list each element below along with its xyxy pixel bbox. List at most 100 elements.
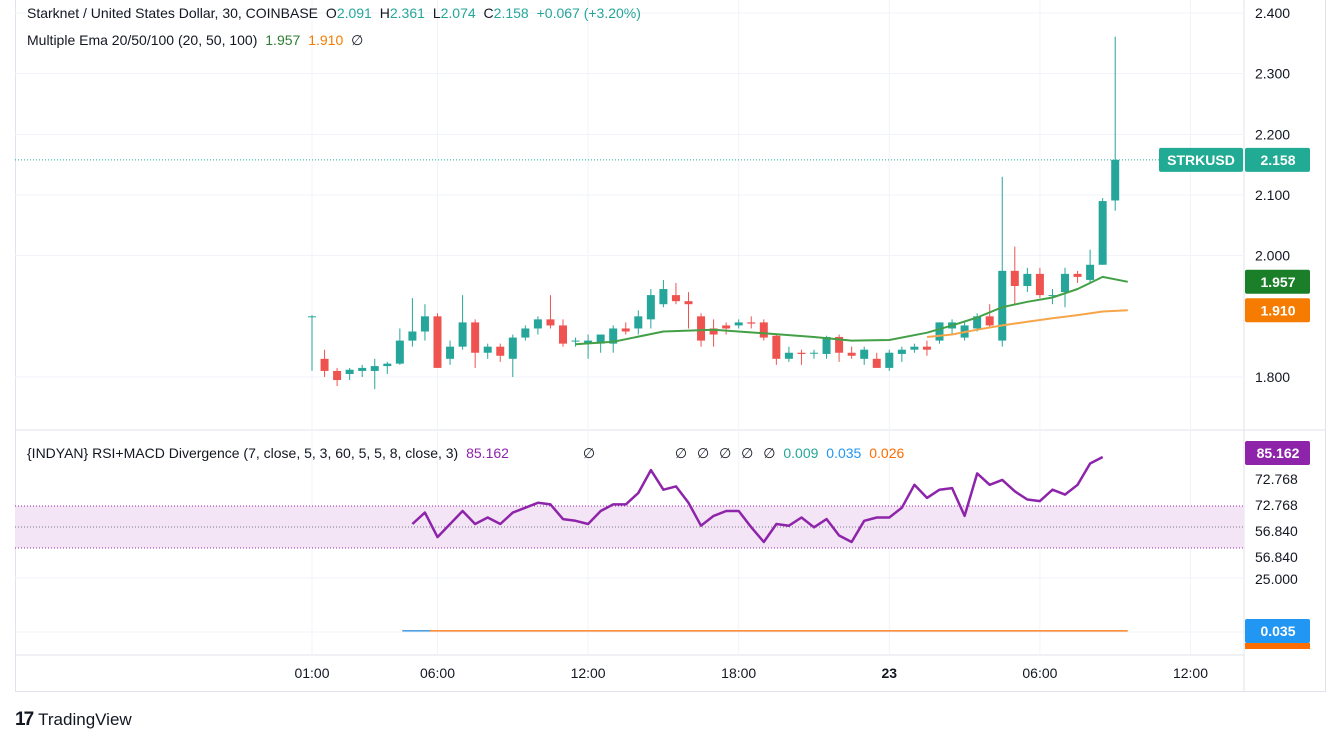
candle-body [847, 352, 856, 356]
candle-body [985, 316, 994, 326]
candle-body [408, 331, 417, 341]
low-value: 2.074 [440, 5, 476, 21]
rsi-tag-bg [1245, 441, 1310, 465]
candle-body [1111, 159, 1120, 201]
candle-body [496, 346, 505, 356]
ema-tag-value: 1.957 [1260, 274, 1295, 290]
candle-body [772, 335, 781, 359]
time-tick-label: 12:00 [1173, 665, 1208, 681]
symbol-legend[interactable]: Starknet / United States Dollar, 30, COI… [27, 5, 645, 21]
candle-body [872, 358, 881, 368]
tradingview-logo[interactable]: 17 TradingView [15, 709, 132, 731]
candle-body [320, 358, 329, 371]
candle-body [810, 352, 818, 354]
rsi-value: 85.162 [466, 445, 509, 461]
candle-body [471, 322, 480, 353]
candle-body [521, 328, 530, 338]
osc-tick-label: 56.840 [1255, 523, 1298, 539]
tradingview-brand: TradingView [38, 710, 132, 729]
price-tick-label: 2.300 [1255, 66, 1290, 82]
ema20-value: 1.957 [265, 32, 301, 48]
candle-body [546, 319, 555, 326]
symbol-tag-bg [1159, 147, 1243, 172]
candle-body [835, 336, 844, 353]
ema-legend[interactable]: Multiple Ema 20/50/100 (20, 50, 100) 1.9… [27, 32, 367, 49]
osc-tick-label: 25.000 [1255, 571, 1298, 587]
time-tick-label: 06:00 [420, 665, 455, 681]
time-tick-label: 12:00 [571, 665, 606, 681]
candle-body [308, 316, 316, 318]
candle-body [1098, 201, 1107, 265]
ema-title: Multiple Ema 20/50/100 (20, 50, 100) [27, 32, 258, 48]
macd-value-1: 0.009 [783, 445, 819, 461]
candle-body [458, 322, 467, 347]
candle-body [722, 325, 731, 329]
candle-body [659, 289, 668, 305]
macd-value-3: 0.026 [869, 445, 905, 461]
candle-body [935, 322, 944, 341]
macd-signal-tag-bg [1245, 643, 1310, 649]
candle-body [383, 363, 392, 367]
rsi-null-values: ∅ [582, 445, 596, 461]
rsi-legend[interactable]: {INDYAN} RSI+MACD Divergence (7, close, … [27, 445, 908, 462]
candle-body [395, 340, 404, 364]
price-tick-label: 2.000 [1255, 248, 1290, 264]
ema100-value: ∅ [351, 32, 364, 48]
candle-body [333, 370, 342, 381]
candle-body [910, 346, 919, 350]
time-tick-label: 23 [882, 665, 898, 681]
candle-body [1048, 295, 1057, 297]
rsi-tag-value: 85.162 [1257, 445, 1300, 461]
candle-body [885, 352, 894, 368]
open-value: 2.091 [336, 5, 372, 21]
price-tick-label: 2.200 [1255, 126, 1290, 142]
candle-body [483, 346, 492, 353]
candle-body [822, 336, 831, 354]
candle-body [533, 319, 542, 329]
candle-body [420, 316, 429, 332]
ema50-line [926, 309, 1128, 338]
candle-body [621, 328, 630, 332]
high-label: H [379, 5, 390, 21]
rsi-null-values-2: ∅ ∅ ∅ ∅ ∅ [674, 445, 776, 461]
price-tick-label: 2.400 [1255, 5, 1290, 21]
candle-body [370, 366, 379, 371]
macd-tag-value: 0.035 [1260, 623, 1295, 639]
price-tag-value: 2.158 [1260, 152, 1295, 168]
osc-tick-label: 72.768 [1255, 497, 1298, 513]
chart-frame [15, 0, 1326, 692]
candle-body [584, 340, 593, 344]
price-tick-label: 1.800 [1255, 369, 1290, 385]
ema-tag-bg [1245, 298, 1310, 323]
candle-body [697, 316, 706, 341]
ema-tag-bg [1245, 269, 1310, 294]
ema20-line [575, 275, 1128, 346]
candle-body [734, 322, 743, 326]
candle-body [1061, 273, 1069, 293]
time-tick-label: 18:00 [721, 665, 756, 681]
candle-body [433, 316, 442, 368]
candle-body [897, 349, 906, 354]
candle-body [922, 346, 931, 350]
candle-body [684, 301, 693, 305]
candle-body [634, 316, 643, 329]
candle-body [345, 369, 354, 374]
symbol-tag-label: STRKUSD [1167, 152, 1235, 168]
candle-body [1010, 270, 1019, 286]
close-value: 2.158 [493, 5, 529, 21]
ema50-value: 1.910 [308, 32, 344, 48]
ema-tag-value: 1.910 [1260, 302, 1295, 318]
osc-tick-label: 72.768 [1255, 471, 1298, 487]
time-tick-label: 01:00 [294, 665, 329, 681]
candle-body [358, 367, 367, 371]
candle-body [609, 328, 618, 344]
candle-body [797, 352, 806, 354]
time-tick-label: 06:00 [1022, 665, 1057, 681]
macd-tag-bg [1245, 619, 1310, 643]
rsi-title: {INDYAN} RSI+MACD Divergence (7, close, … [27, 445, 459, 461]
candle-body [709, 328, 718, 335]
candle-body [784, 352, 793, 359]
candle-body [860, 349, 869, 359]
change-value: +0.067 (+3.20%) [536, 5, 641, 21]
